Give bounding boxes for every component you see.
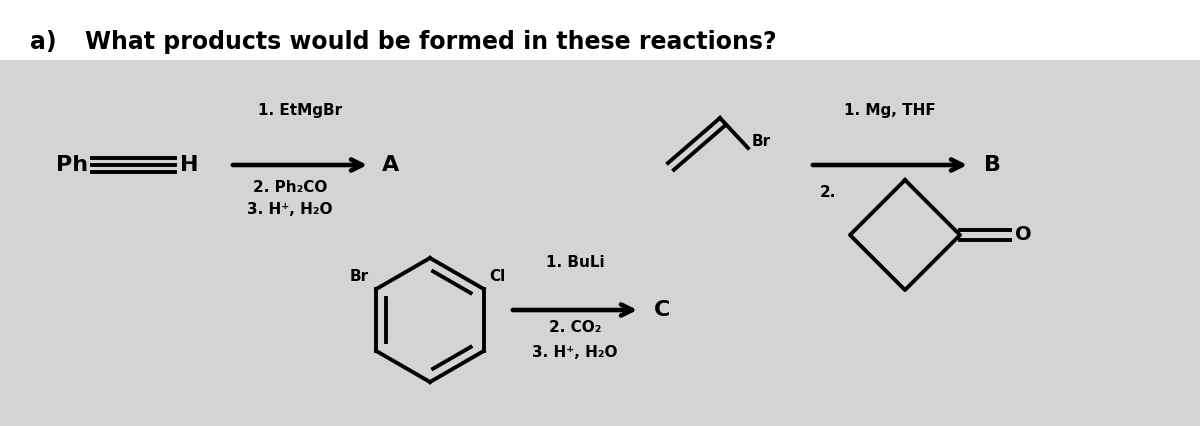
Text: B: B [984, 155, 1001, 175]
Text: A: A [382, 155, 400, 175]
Text: 3. H⁺, H₂O: 3. H⁺, H₂O [533, 345, 618, 360]
Text: Cl: Cl [490, 269, 506, 284]
Text: Br: Br [349, 269, 368, 284]
Text: 1. Mg, THF: 1. Mg, THF [844, 103, 936, 118]
Text: O: O [1015, 225, 1032, 245]
Text: 2.: 2. [820, 185, 836, 200]
Text: 1. EtMgBr: 1. EtMgBr [258, 103, 342, 118]
Text: H: H [180, 155, 198, 175]
Text: 3. H⁺, H₂O: 3. H⁺, H₂O [247, 202, 332, 217]
Text: What products would be formed in these reactions?: What products would be formed in these r… [85, 30, 776, 54]
Text: C: C [654, 300, 671, 320]
Text: 2. CO₂: 2. CO₂ [548, 320, 601, 335]
Text: Ph: Ph [56, 155, 88, 175]
Text: Br: Br [752, 135, 772, 150]
Text: 2. Ph₂CO: 2. Ph₂CO [253, 180, 328, 195]
Bar [0, 0, 1200, 60]
Text: 1. BuLi: 1. BuLi [546, 255, 605, 270]
Text: a): a) [30, 30, 56, 54]
Bar [0, 60, 1200, 426]
